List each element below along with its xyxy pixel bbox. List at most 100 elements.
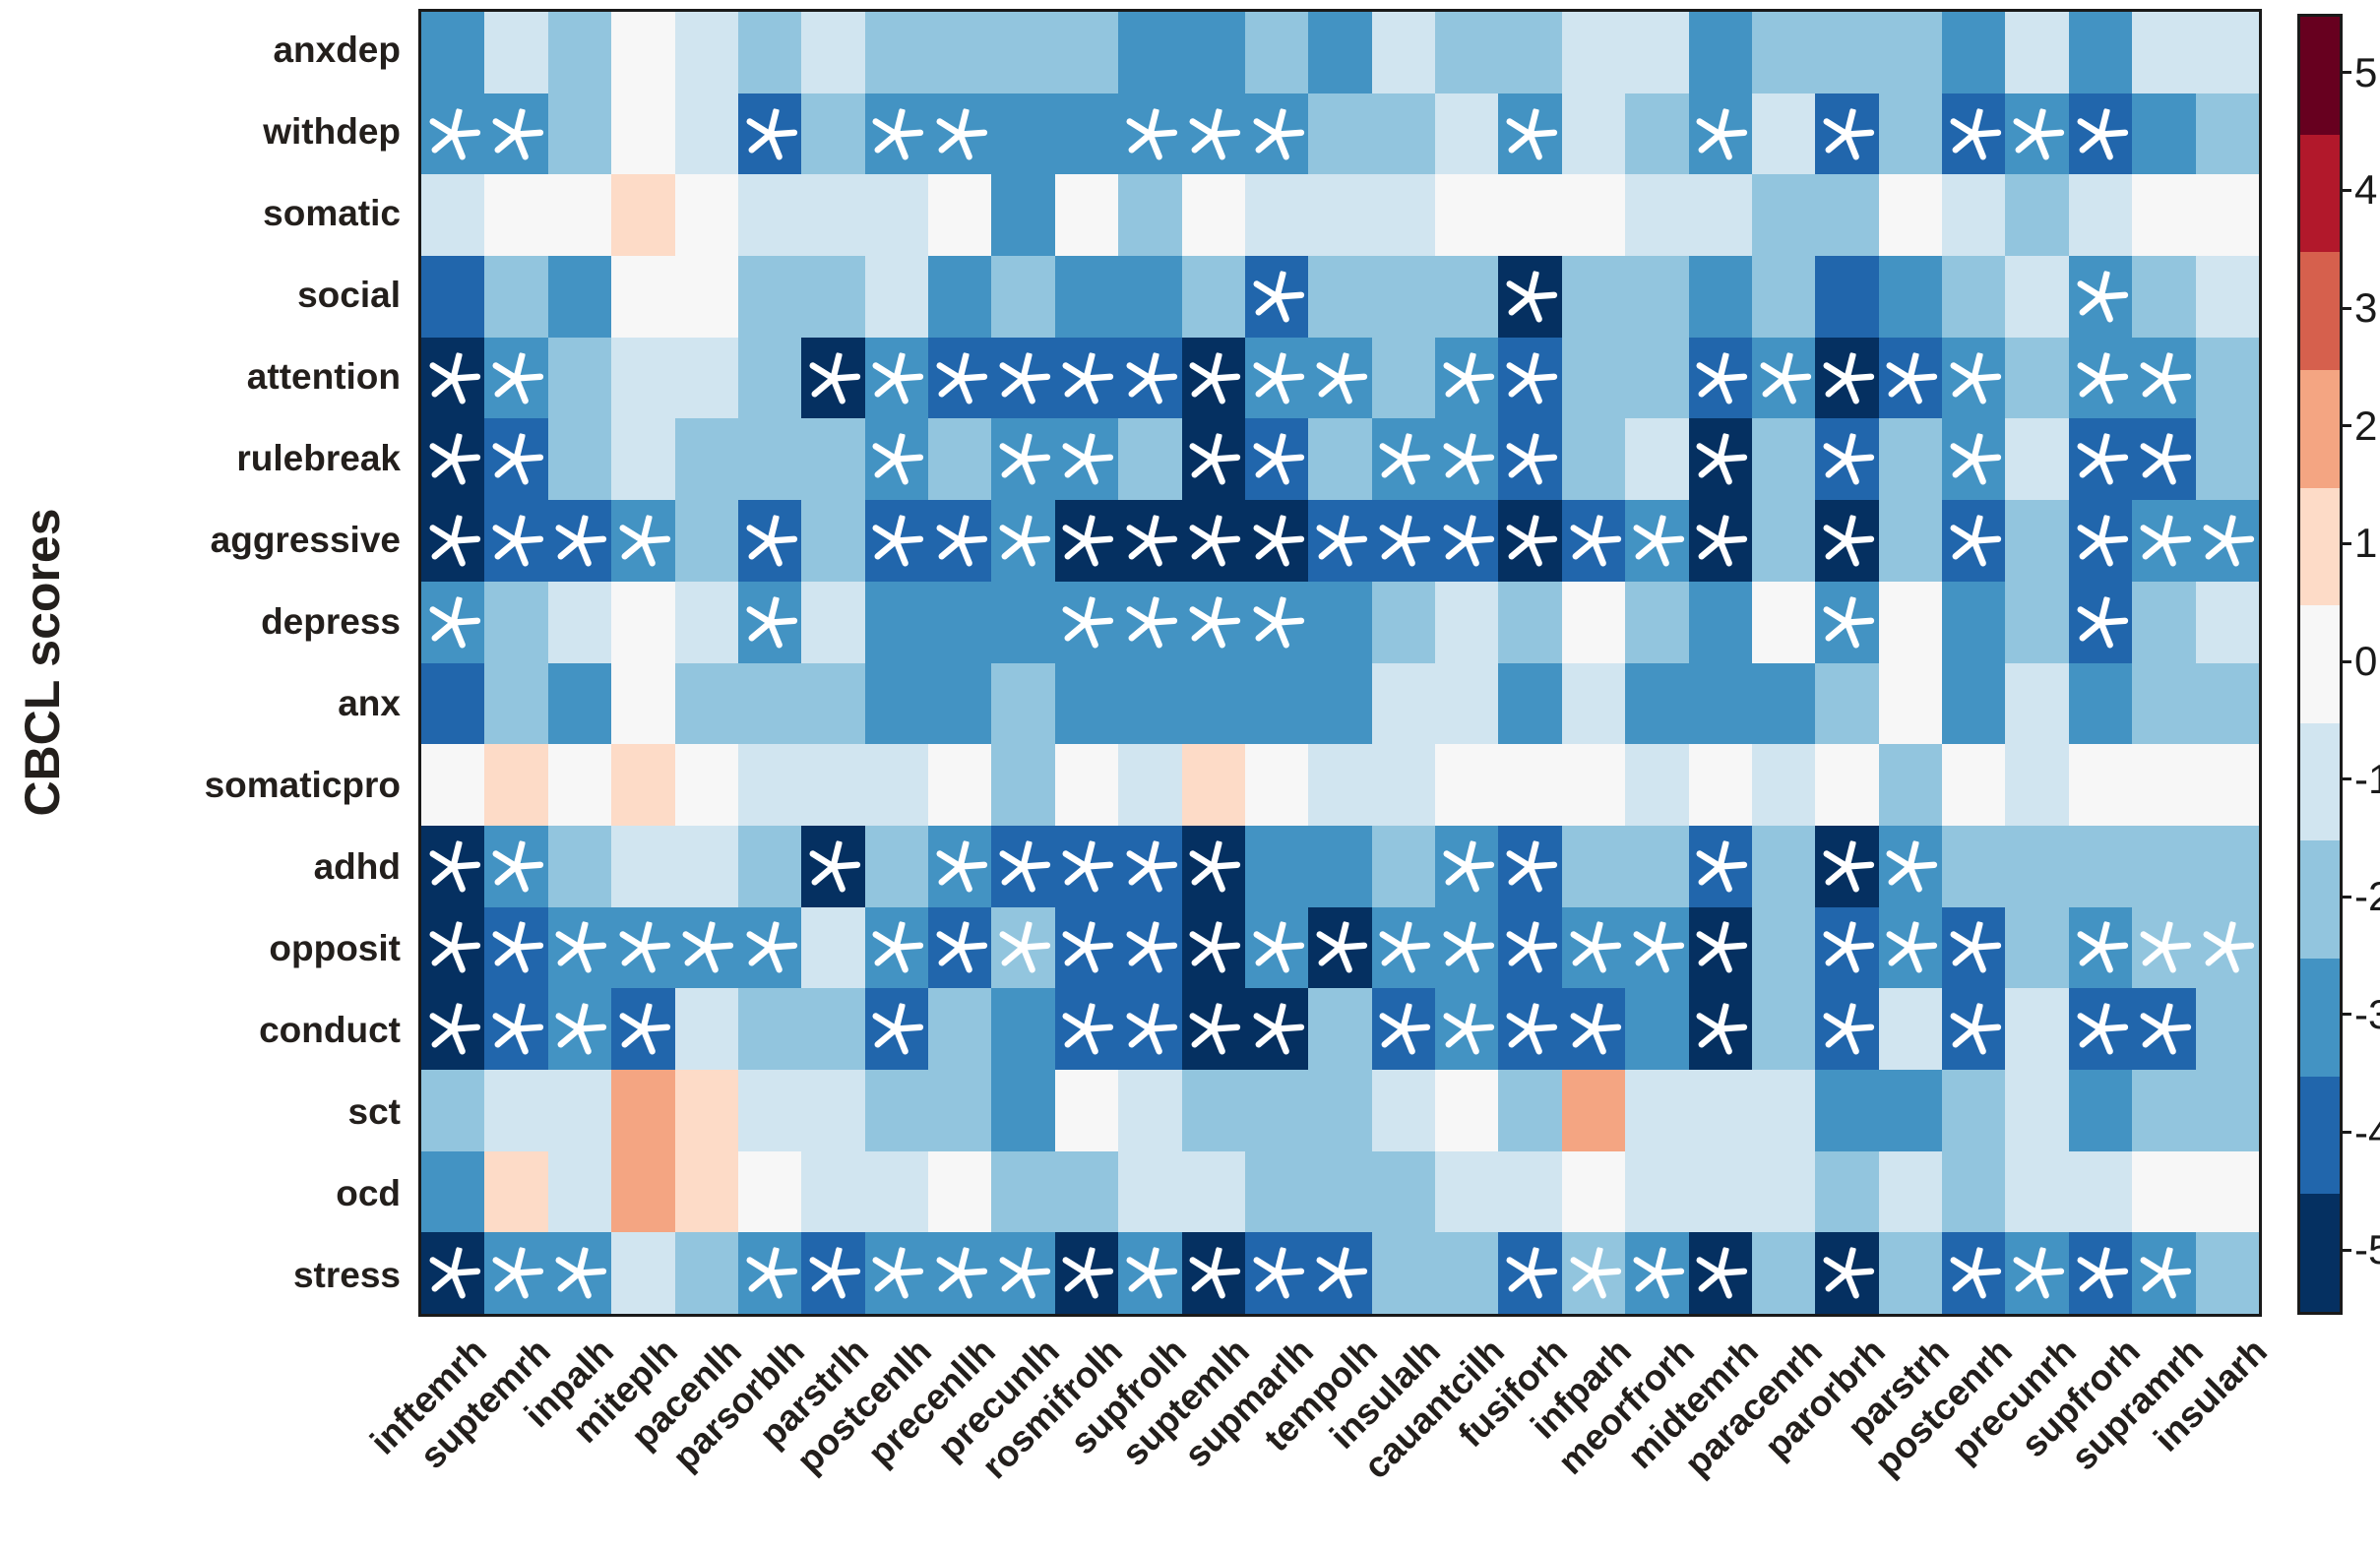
significance-star-icon — [1062, 920, 1114, 973]
significance-star-icon — [1950, 514, 2001, 567]
heatmap-cell — [2005, 12, 2069, 93]
heatmap-cell — [1498, 744, 1562, 826]
heatmap-cell — [2068, 500, 2133, 582]
heatmap-cell — [991, 1069, 1055, 1151]
significance-star-icon — [1823, 351, 1875, 404]
significance-star-icon — [492, 432, 544, 485]
heatmap-cell — [2068, 988, 2133, 1070]
heatmap-cell — [1751, 1232, 1816, 1314]
heatmap-cell — [801, 418, 865, 501]
heatmap-cell — [1625, 744, 1689, 826]
heatmap-cell — [1435, 174, 1499, 257]
heatmap-cell — [611, 12, 675, 93]
heatmap-cell — [1118, 988, 1182, 1070]
heatmap-cell — [928, 744, 992, 826]
significance-star-icon — [1253, 107, 1304, 159]
heatmap-cell — [547, 662, 612, 745]
heatmap-cell — [547, 988, 612, 1070]
heatmap-cell — [1561, 906, 1626, 989]
significance-star-icon — [936, 351, 987, 404]
heatmap-cell — [991, 500, 1055, 582]
heatmap-cell — [1181, 825, 1245, 907]
significance-star-icon — [1886, 839, 1938, 893]
colorbar-tick-label: -1 — [2354, 755, 2380, 802]
heatmap-cell — [421, 744, 485, 826]
heatmap-cell — [1625, 581, 1689, 663]
heatmap-cell — [421, 337, 485, 419]
heatmap-cell — [1308, 825, 1372, 907]
heatmap-cell — [1625, 1069, 1689, 1151]
significance-star-icon — [872, 514, 924, 567]
heatmap-cell — [801, 988, 865, 1070]
heatmap-cell — [1751, 581, 1816, 663]
heatmap-cell — [1435, 1232, 1499, 1314]
significance-star-icon — [1189, 1002, 1241, 1055]
heatmap-cell — [1308, 256, 1372, 338]
colorbar — [2297, 14, 2343, 1315]
heatmap-cell — [1181, 744, 1245, 826]
heatmap-cell — [1054, 825, 1119, 907]
heatmap-cell — [2005, 174, 2069, 257]
heatmap-cell — [2005, 500, 2069, 582]
heatmap-cell — [484, 93, 548, 175]
heatmap-cell — [1815, 93, 1879, 175]
heatmap-cell — [1498, 1069, 1562, 1151]
heatmap-cell — [1181, 93, 1245, 175]
heatmap-cell — [1751, 418, 1816, 501]
significance-star-icon — [1950, 107, 2001, 159]
significance-star-icon — [2140, 1246, 2192, 1299]
significance-star-icon — [746, 920, 797, 973]
heatmap-cell — [737, 256, 802, 338]
heatmap-cell — [1244, 1150, 1309, 1233]
significance-star-icon — [1696, 107, 1748, 159]
heatmap-cell — [1751, 906, 1816, 989]
heatmap-cell — [1435, 1150, 1499, 1233]
significance-star-icon — [1189, 1246, 1241, 1299]
heatmap-cell — [1625, 988, 1689, 1070]
heatmap-cell — [547, 744, 612, 826]
heatmap-cell — [1498, 174, 1562, 257]
row-label: anx — [338, 683, 401, 724]
heatmap-cell — [484, 1150, 548, 1233]
significance-star-icon — [872, 1246, 924, 1299]
heatmap-cell — [1625, 93, 1689, 175]
heatmap-cell — [611, 500, 675, 582]
colorbar-segment — [2300, 487, 2340, 606]
heatmap-cell — [1815, 1232, 1879, 1314]
colorbar-tick-mark — [2340, 71, 2351, 75]
significance-star-icon — [1696, 920, 1748, 973]
significance-star-icon — [555, 1002, 607, 1055]
heatmap-cell — [1751, 93, 1816, 175]
heatmap-cell — [1435, 988, 1499, 1070]
heatmap-cell — [991, 1150, 1055, 1233]
significance-star-icon — [555, 514, 607, 567]
heatmap-cell — [1054, 662, 1119, 745]
heatmap-cell — [2132, 662, 2196, 745]
significance-star-icon — [2140, 1002, 2192, 1055]
heatmap-cell — [928, 93, 992, 175]
heatmap-cell — [2132, 337, 2196, 419]
significance-star-icon — [872, 432, 924, 485]
heatmap-cell — [484, 174, 548, 257]
heatmap-cell — [1751, 825, 1816, 907]
heatmap-cell — [1815, 337, 1879, 419]
heatmap-cell — [2005, 1232, 2069, 1314]
significance-star-icon — [1823, 1002, 1875, 1055]
heatmap-cell — [991, 825, 1055, 907]
heatmap-cell — [2005, 825, 2069, 907]
heatmap-cell — [421, 418, 485, 501]
significance-star-icon — [1506, 107, 1558, 159]
heatmap-cell — [1878, 418, 1943, 501]
heatmap-cell — [737, 1150, 802, 1233]
significance-star-icon — [1569, 514, 1621, 567]
heatmap-cell — [801, 1232, 865, 1314]
heatmap-cell — [1688, 500, 1752, 582]
heatmap-cell — [2132, 988, 2196, 1070]
heatmap-cell — [1688, 581, 1752, 663]
row-label: ocd — [336, 1173, 401, 1214]
heatmap-cell — [1371, 1069, 1436, 1151]
heatmap-cell — [1371, 256, 1436, 338]
heatmap-cell — [801, 581, 865, 663]
colorbar-tick-label: 0 — [2354, 638, 2378, 684]
significance-star-icon — [555, 1246, 607, 1299]
